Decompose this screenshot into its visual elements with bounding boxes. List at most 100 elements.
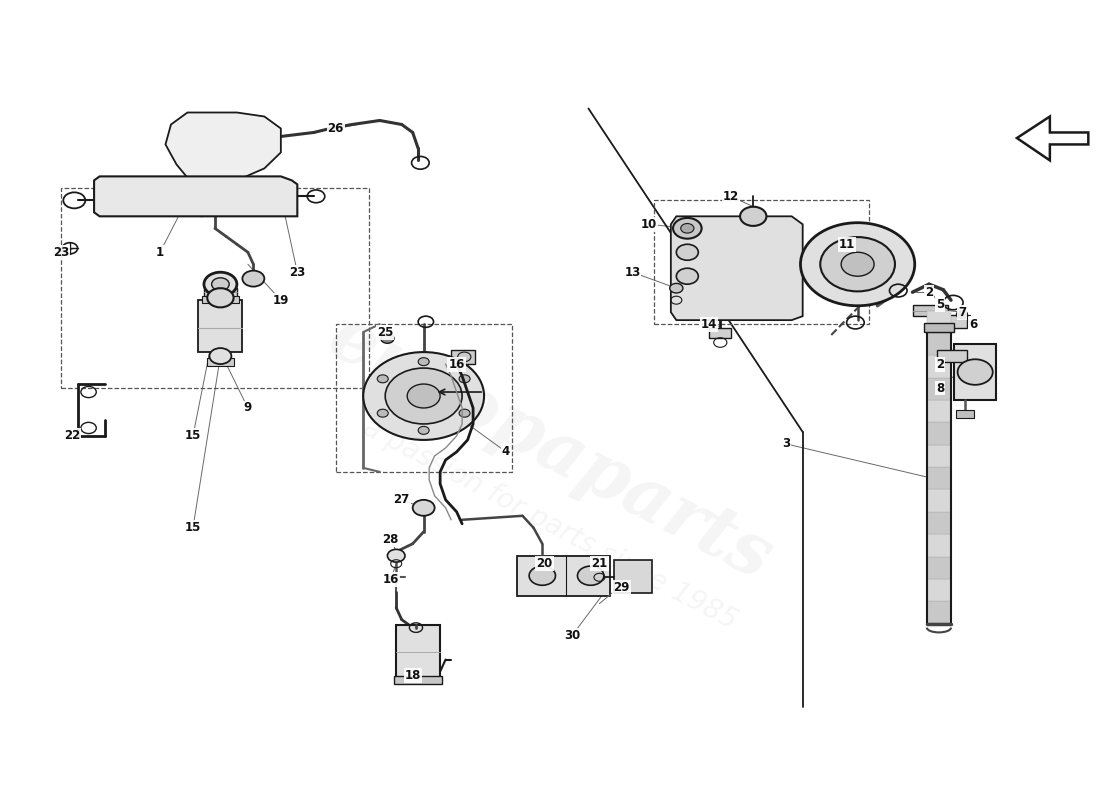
Circle shape [740, 206, 767, 226]
Text: 29: 29 [613, 581, 629, 594]
Bar [62, 188, 369, 388]
Bar [396, 626, 440, 679]
Bar [927, 333, 952, 355]
Text: 4: 4 [502, 446, 510, 458]
Text: 15: 15 [185, 522, 201, 534]
Circle shape [363, 352, 484, 440]
Circle shape [676, 268, 698, 284]
Bar [955, 344, 996, 400]
Circle shape [842, 252, 874, 276]
Bar [201, 296, 239, 302]
Text: 2: 2 [936, 358, 944, 370]
Circle shape [673, 218, 702, 238]
Bar [927, 378, 952, 400]
Bar [927, 579, 952, 602]
Text: 22: 22 [64, 430, 80, 442]
Bar [654, 200, 869, 324]
Text: 3: 3 [782, 438, 790, 450]
Bar [614, 560, 652, 594]
Circle shape [459, 375, 470, 383]
Bar [198, 300, 242, 352]
Text: 28: 28 [383, 534, 399, 546]
Bar [937, 315, 968, 328]
Circle shape [387, 550, 405, 562]
Text: 27: 27 [394, 494, 410, 506]
Text: europaparts: europaparts [316, 301, 784, 594]
Bar [207, 358, 233, 366]
Circle shape [209, 348, 231, 364]
Bar [927, 400, 952, 422]
Text: a passion for parts since 1985: a passion for parts since 1985 [359, 413, 741, 634]
Bar [927, 602, 952, 624]
Bar [451, 350, 475, 364]
Text: 25: 25 [377, 326, 394, 338]
Circle shape [204, 272, 236, 296]
Circle shape [211, 278, 229, 290]
Circle shape [207, 288, 233, 307]
Text: 11: 11 [838, 238, 855, 250]
Circle shape [385, 368, 462, 424]
Text: 12: 12 [723, 190, 739, 203]
Text: 26: 26 [328, 122, 344, 135]
Text: 16: 16 [449, 358, 465, 370]
Text: 2: 2 [925, 286, 933, 298]
Bar [927, 534, 952, 557]
Polygon shape [671, 216, 803, 320]
Bar [927, 445, 952, 467]
Bar [927, 328, 952, 624]
Text: 16: 16 [383, 573, 399, 586]
Circle shape [418, 358, 429, 366]
Polygon shape [95, 176, 297, 216]
Circle shape [578, 566, 604, 586]
Circle shape [957, 310, 968, 318]
Circle shape [801, 222, 915, 306]
Bar [927, 355, 952, 378]
Polygon shape [165, 113, 280, 184]
Text: 7: 7 [958, 306, 966, 318]
Bar [927, 422, 952, 445]
Circle shape [242, 270, 264, 286]
Bar [710, 328, 732, 338]
Text: 23: 23 [53, 246, 69, 258]
Text: 21: 21 [592, 558, 607, 570]
Bar [394, 675, 442, 683]
Bar [924, 322, 955, 332]
Text: 5: 5 [936, 298, 944, 310]
Circle shape [377, 409, 388, 417]
Text: 18: 18 [405, 669, 421, 682]
Text: 1: 1 [156, 246, 164, 258]
Circle shape [529, 566, 556, 586]
Bar [927, 512, 952, 534]
Bar [913, 305, 948, 316]
Circle shape [681, 223, 694, 233]
Bar [937, 350, 968, 362]
Text: 19: 19 [273, 294, 289, 306]
Text: 10: 10 [640, 218, 657, 231]
Bar [927, 310, 952, 333]
Text: 20: 20 [537, 558, 552, 570]
Circle shape [377, 375, 388, 383]
Circle shape [407, 384, 440, 408]
Bar [336, 324, 512, 472]
Text: 8: 8 [936, 382, 944, 394]
Bar [927, 490, 952, 512]
Bar [927, 467, 952, 490]
Circle shape [958, 359, 992, 385]
Text: 6: 6 [969, 318, 977, 330]
Bar [957, 410, 975, 418]
Text: 9: 9 [244, 402, 252, 414]
Text: 14: 14 [701, 318, 717, 330]
Text: 15: 15 [185, 430, 201, 442]
Circle shape [459, 409, 470, 417]
Circle shape [821, 237, 895, 291]
Bar [204, 288, 236, 300]
Text: 13: 13 [625, 266, 640, 278]
Circle shape [676, 244, 698, 260]
Circle shape [670, 283, 683, 293]
Text: 23: 23 [289, 266, 306, 278]
Text: 30: 30 [564, 629, 580, 642]
Circle shape [418, 426, 429, 434]
Circle shape [412, 500, 434, 516]
Bar [927, 557, 952, 579]
Bar [517, 556, 611, 596]
